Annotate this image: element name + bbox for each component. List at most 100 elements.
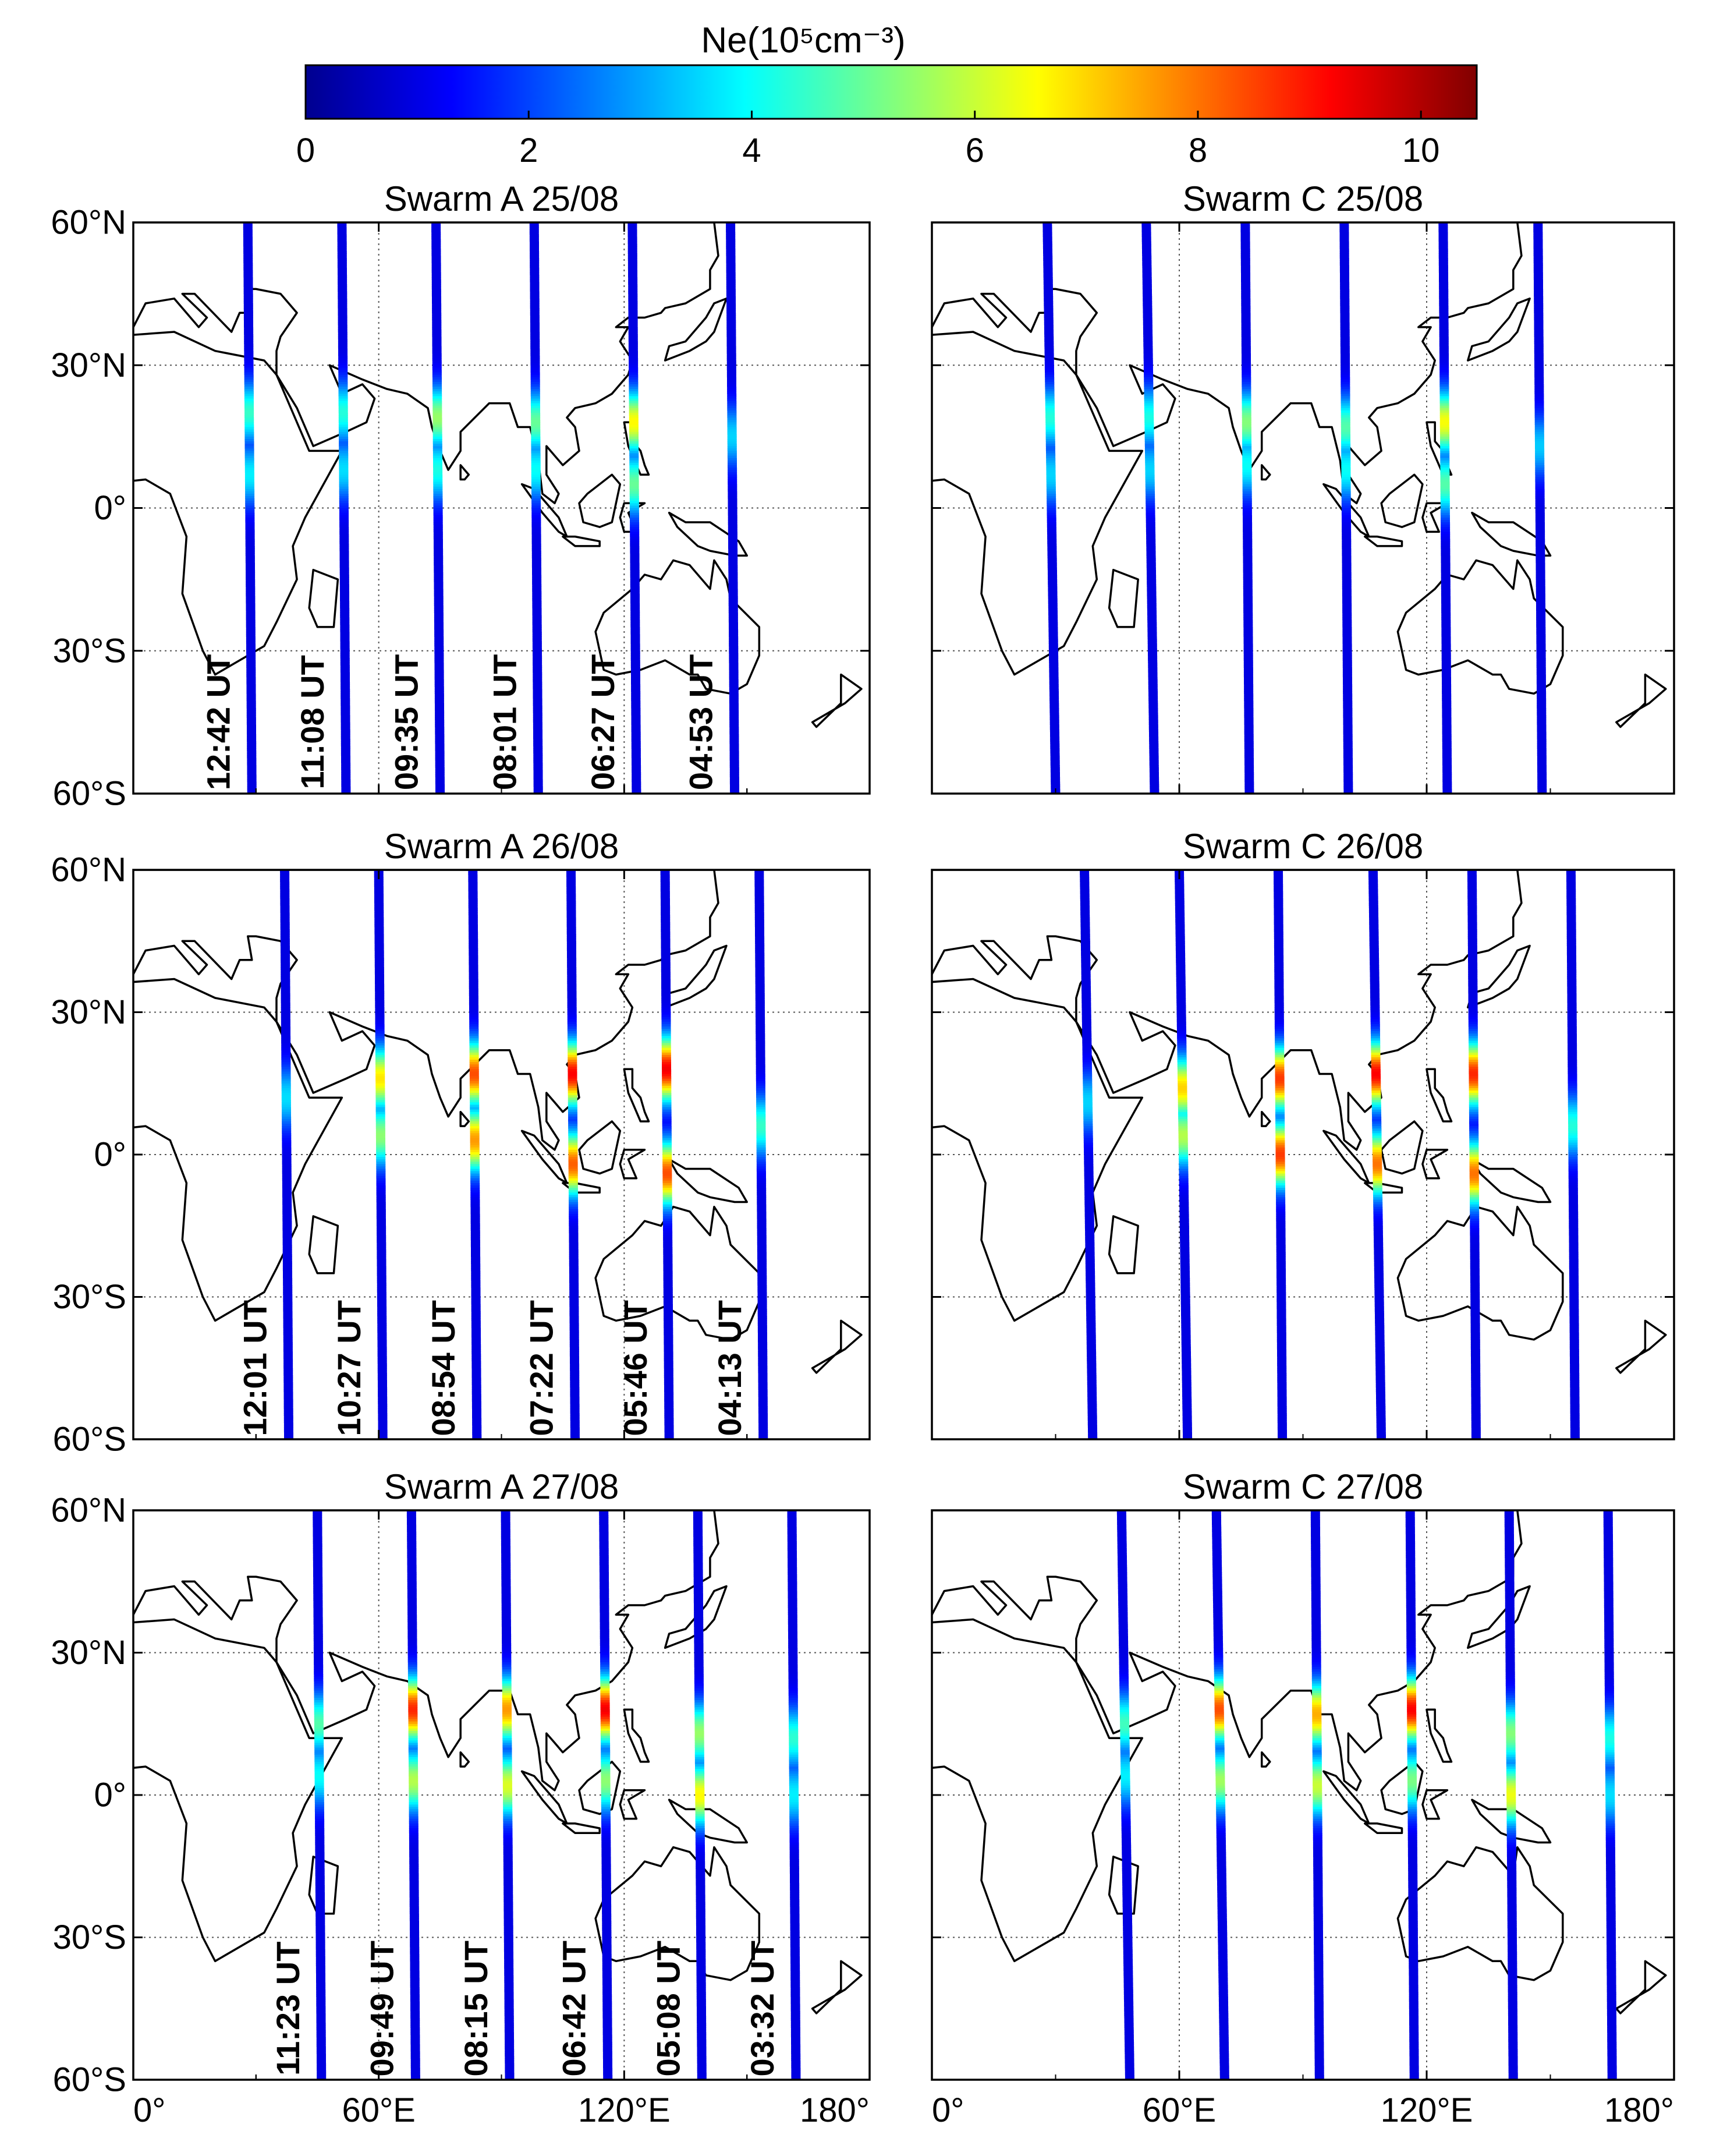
ne-segment <box>756 1017 765 1020</box>
ne-segment <box>247 777 257 780</box>
ne-segment <box>1149 770 1159 773</box>
ne-segment <box>531 560 541 564</box>
ne-segment <box>280 881 290 885</box>
ne-segment <box>1535 465 1545 468</box>
ne-segment <box>245 503 255 506</box>
ne-segment <box>530 300 540 304</box>
ne-segment <box>432 396 442 399</box>
ne-segment <box>1343 786 1353 790</box>
ne-segment <box>533 667 542 671</box>
ne-segment <box>1243 636 1253 639</box>
ne-segment <box>1442 689 1452 692</box>
ne-segment <box>471 1358 481 1362</box>
ne-segment <box>1177 1043 1187 1046</box>
ne-segment <box>757 1216 767 1219</box>
ne-segment <box>1086 1283 1095 1286</box>
ne-segment <box>569 1314 579 1316</box>
ne-segment <box>727 434 737 437</box>
ne-segment <box>1342 548 1352 551</box>
ne-segment <box>469 1031 479 1034</box>
ne-segment <box>1148 700 1158 704</box>
ne-segment <box>628 270 637 273</box>
ne-segment <box>1240 227 1250 230</box>
ne-segment <box>1242 370 1251 373</box>
ne-segment <box>1243 639 1253 642</box>
ne-segment <box>1439 300 1449 304</box>
ne-segment <box>434 567 444 571</box>
ne-segment <box>1244 788 1254 792</box>
ne-segment <box>568 1180 578 1184</box>
y-tick-label: 30°S <box>53 1278 126 1316</box>
ne-segment <box>339 543 349 547</box>
ne-segment <box>1141 246 1151 249</box>
ne-segment <box>1149 764 1159 768</box>
ne-segment <box>756 1124 766 1127</box>
ne-segment <box>629 389 639 392</box>
ne-segment <box>1537 753 1547 756</box>
ne-segment <box>568 1067 577 1070</box>
ne-segment <box>660 888 670 892</box>
ne-segment <box>1242 498 1252 501</box>
ne-segment <box>470 1126 480 1129</box>
ne-segment <box>1086 1290 1095 1293</box>
ne-segment <box>1341 363 1350 366</box>
ne-segment <box>1148 686 1158 689</box>
ne-segment <box>1241 274 1250 278</box>
ne-segment <box>432 398 442 402</box>
ne-segment <box>1180 1294 1190 1298</box>
ne-segment <box>629 488 639 492</box>
ne-segment <box>1340 320 1350 323</box>
ne-segment <box>469 1038 479 1041</box>
ne-segment <box>1241 306 1251 309</box>
ne-segment <box>630 577 640 580</box>
ne-segment <box>1149 731 1158 735</box>
ne-segment <box>1049 681 1059 685</box>
ne-segment <box>1145 479 1155 483</box>
ne-segment <box>1049 674 1059 678</box>
ne-segment <box>471 1325 481 1329</box>
ne-segment <box>727 455 737 459</box>
ne-segment <box>1180 1299 1190 1302</box>
ne-segment <box>1142 277 1152 280</box>
ne-segment <box>1342 560 1352 564</box>
ne-segment <box>729 700 739 704</box>
ne-segment <box>661 908 671 911</box>
ne-segment <box>629 429 639 433</box>
ne-segment <box>568 1124 578 1127</box>
ne-segment <box>246 577 256 580</box>
ne-segment <box>1080 905 1090 908</box>
ne-segment <box>729 717 739 720</box>
ne-segment <box>727 420 737 423</box>
ne-segment <box>729 741 739 744</box>
ne-segment <box>374 929 384 932</box>
ne-segment <box>1242 462 1252 466</box>
ne-segment <box>1178 1140 1188 1144</box>
ne-segment <box>757 1213 767 1217</box>
ne-segment <box>533 770 543 773</box>
ne-segment <box>630 575 640 578</box>
ne-segment <box>1083 1128 1093 1131</box>
ne-segment <box>282 1128 292 1131</box>
ne-segment <box>338 286 347 290</box>
ne-segment <box>1142 270 1152 273</box>
ne-segment <box>1241 293 1251 297</box>
ne-segment <box>1534 351 1544 354</box>
ne-segment <box>629 401 639 404</box>
ne-segment <box>569 1327 579 1331</box>
ne-segment <box>1080 870 1090 873</box>
ne-segment <box>1243 567 1253 571</box>
ne-segment <box>468 903 478 906</box>
ne-segment <box>729 629 739 632</box>
ne-segment <box>246 641 256 645</box>
ne-segment <box>1439 291 1449 295</box>
ne-segment <box>630 567 640 571</box>
ne-segment <box>1080 877 1090 880</box>
ne-segment <box>280 898 290 901</box>
ne-segment <box>1084 1221 1094 1224</box>
ne-segment <box>283 1413 293 1416</box>
ne-segment <box>1243 517 1252 521</box>
ne-segment <box>726 222 736 225</box>
ne-segment <box>376 1149 386 1153</box>
ne-segment <box>1176 969 1186 972</box>
ne-segment <box>432 358 442 361</box>
